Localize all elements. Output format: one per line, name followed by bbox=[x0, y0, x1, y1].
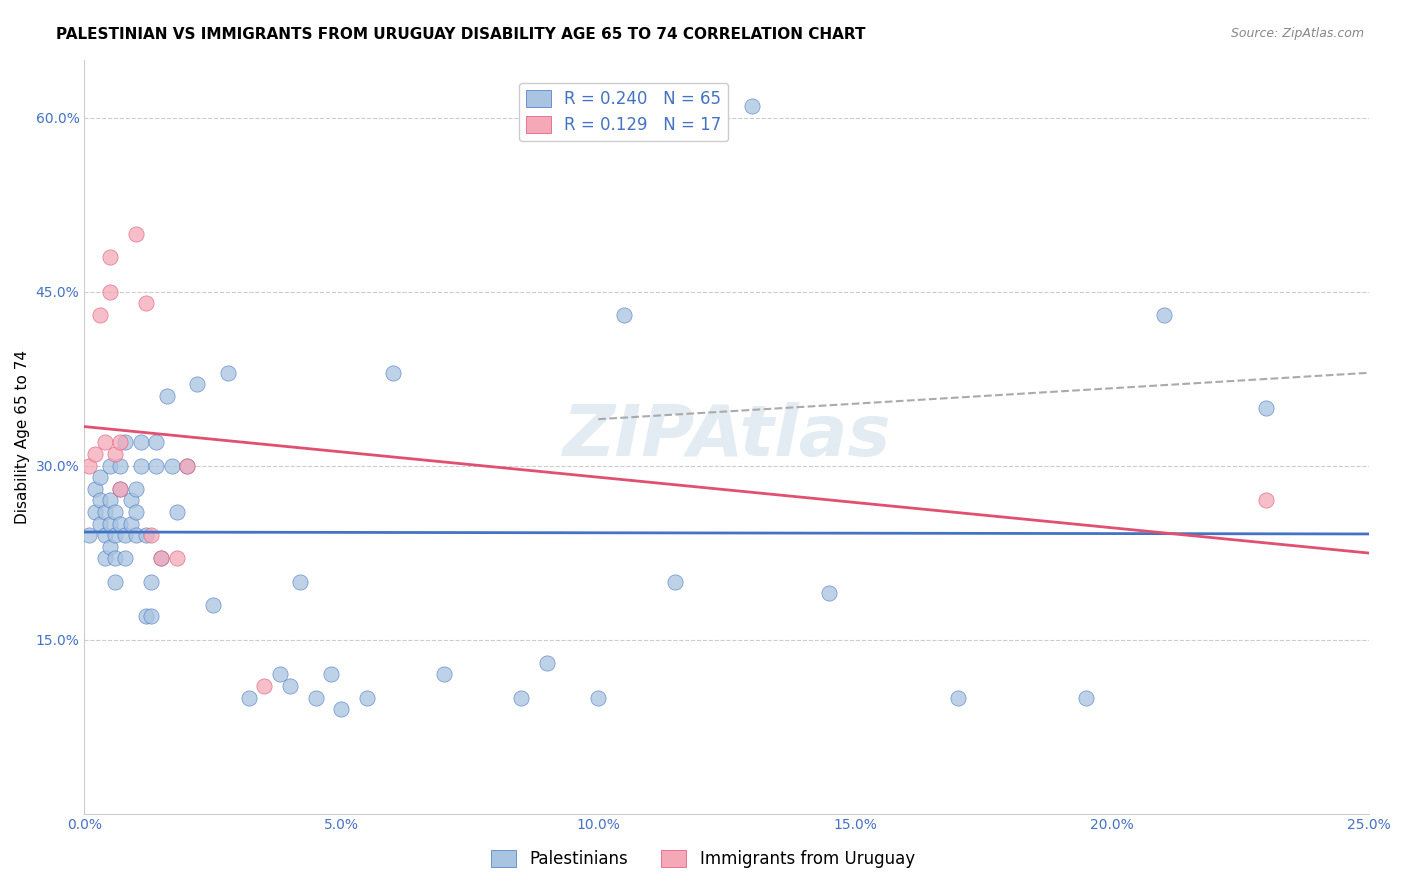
Point bbox=[120, 516, 142, 531]
Point bbox=[160, 458, 183, 473]
Point bbox=[98, 458, 121, 473]
Point bbox=[217, 366, 239, 380]
Point bbox=[1256, 493, 1278, 508]
Point bbox=[664, 574, 686, 589]
Point bbox=[510, 690, 533, 705]
Point bbox=[1256, 401, 1278, 415]
Point bbox=[79, 458, 101, 473]
Point bbox=[304, 690, 326, 705]
Point bbox=[104, 447, 127, 461]
Point bbox=[139, 574, 162, 589]
Point bbox=[586, 690, 609, 705]
Point bbox=[186, 377, 208, 392]
Point bbox=[176, 458, 198, 473]
Point bbox=[253, 679, 276, 693]
Point bbox=[166, 551, 188, 566]
Point bbox=[89, 308, 111, 322]
Point bbox=[145, 435, 167, 450]
Point bbox=[125, 482, 148, 496]
Point bbox=[110, 482, 132, 496]
Point bbox=[166, 505, 188, 519]
Point bbox=[94, 505, 117, 519]
Point bbox=[125, 505, 148, 519]
Point bbox=[139, 528, 162, 542]
Point bbox=[1076, 690, 1098, 705]
Point bbox=[1153, 308, 1175, 322]
Point bbox=[536, 656, 558, 670]
Point bbox=[98, 493, 121, 508]
Point bbox=[946, 690, 969, 705]
Text: Source: ZipAtlas.com: Source: ZipAtlas.com bbox=[1230, 27, 1364, 40]
Point bbox=[135, 528, 157, 542]
Point bbox=[89, 516, 111, 531]
Point bbox=[94, 551, 117, 566]
Point bbox=[104, 551, 127, 566]
Point bbox=[83, 505, 105, 519]
Y-axis label: Disability Age 65 to 74: Disability Age 65 to 74 bbox=[15, 350, 30, 524]
Point bbox=[104, 528, 127, 542]
Point bbox=[104, 574, 127, 589]
Point bbox=[83, 447, 105, 461]
Point bbox=[110, 435, 132, 450]
Point bbox=[110, 516, 132, 531]
Point bbox=[433, 667, 456, 681]
Point bbox=[129, 458, 152, 473]
Point bbox=[104, 505, 127, 519]
Legend: Palestinians, Immigrants from Uruguay: Palestinians, Immigrants from Uruguay bbox=[485, 843, 921, 875]
Point bbox=[114, 551, 136, 566]
Point bbox=[356, 690, 378, 705]
Point bbox=[176, 458, 198, 473]
Point bbox=[238, 690, 260, 705]
Point bbox=[110, 458, 132, 473]
Point bbox=[129, 435, 152, 450]
Point bbox=[94, 435, 117, 450]
Point bbox=[120, 493, 142, 508]
Point bbox=[125, 528, 148, 542]
Point bbox=[114, 435, 136, 450]
Point bbox=[201, 598, 224, 612]
Point bbox=[94, 528, 117, 542]
Point bbox=[741, 99, 763, 113]
Point bbox=[613, 308, 636, 322]
Point bbox=[114, 528, 136, 542]
Point bbox=[139, 609, 162, 624]
Point bbox=[125, 227, 148, 241]
Text: PALESTINIAN VS IMMIGRANTS FROM URUGUAY DISABILITY AGE 65 TO 74 CORRELATION CHART: PALESTINIAN VS IMMIGRANTS FROM URUGUAY D… bbox=[56, 27, 866, 42]
Point bbox=[98, 285, 121, 299]
Point bbox=[110, 482, 132, 496]
Point bbox=[83, 482, 105, 496]
Point bbox=[98, 250, 121, 264]
Point bbox=[330, 702, 353, 716]
Point bbox=[278, 679, 301, 693]
Point bbox=[135, 609, 157, 624]
Point bbox=[155, 389, 177, 403]
Point bbox=[150, 551, 173, 566]
Point bbox=[79, 528, 101, 542]
Point bbox=[98, 540, 121, 554]
Point bbox=[135, 296, 157, 310]
Point bbox=[89, 470, 111, 484]
Point bbox=[818, 586, 841, 600]
Point bbox=[319, 667, 342, 681]
Point bbox=[89, 493, 111, 508]
Point bbox=[288, 574, 311, 589]
Point bbox=[381, 366, 404, 380]
Text: ZIPAtlas: ZIPAtlas bbox=[562, 402, 891, 471]
Point bbox=[145, 458, 167, 473]
Legend: R = 0.240   N = 65, R = 0.129   N = 17: R = 0.240 N = 65, R = 0.129 N = 17 bbox=[519, 83, 728, 141]
Point bbox=[98, 516, 121, 531]
Point bbox=[150, 551, 173, 566]
Point bbox=[269, 667, 291, 681]
